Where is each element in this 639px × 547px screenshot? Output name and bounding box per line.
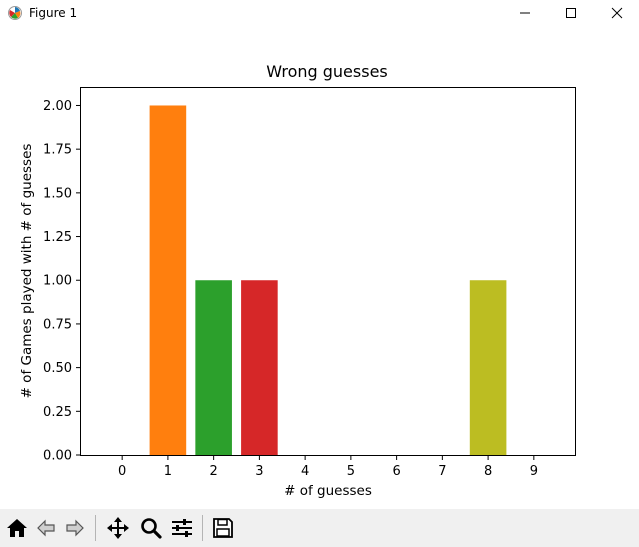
chart-title: Wrong guesses	[266, 62, 388, 81]
save-button[interactable]	[209, 514, 237, 542]
home-button[interactable]	[3, 514, 31, 542]
y-tick-label: 1.00	[43, 274, 72, 289]
y-tick-label: 2.00	[43, 99, 72, 114]
y-tick-label: 0.50	[43, 361, 72, 376]
sliders-icon	[172, 519, 192, 537]
x-tick-label: 5	[347, 464, 355, 479]
pan-button[interactable]	[104, 514, 132, 542]
y-tick-label: 0.00	[43, 449, 72, 464]
zoom-button[interactable]	[137, 514, 165, 542]
x-axis-label: # of guesses	[284, 483, 372, 499]
forward-button[interactable]	[61, 514, 89, 542]
close-icon	[611, 7, 623, 19]
x-tick-label: 8	[484, 464, 492, 479]
x-tick-label: 9	[530, 464, 538, 479]
x-tick-label: 4	[301, 464, 309, 479]
bar-8	[469, 280, 507, 455]
x-tick-label: 0	[118, 464, 126, 479]
title-bar: Figure 1	[0, 0, 639, 26]
x-axis-ticks: 0 1 2 3 4 5 6 7 8 9	[118, 455, 538, 479]
x-tick-label: 6	[392, 464, 400, 479]
x-tick-label: 7	[438, 464, 446, 479]
y-tick-label: 0.25	[43, 405, 72, 420]
magnifier-icon	[141, 518, 162, 539]
x-tick-label: 2	[210, 464, 218, 479]
arrow-left-icon	[37, 519, 55, 537]
arrow-right-icon	[66, 519, 84, 537]
y-tick-label: 1.25	[43, 230, 72, 245]
close-button[interactable]	[594, 0, 639, 26]
toolbar-separator	[202, 515, 203, 541]
matplotlib-app-icon	[8, 6, 22, 20]
floppy-disk-icon	[213, 518, 233, 538]
maximize-button[interactable]	[548, 0, 594, 26]
y-tick-label: 1.75	[43, 143, 72, 158]
bar-chart: Wrong guesses 0.00 0.25 0.50 0.75 1.00 1.25 1.…	[19, 62, 576, 499]
y-axis-ticks: 0.00 0.25 0.50 0.75 1.00 1.25 1.50 1.75 2.00	[43, 99, 81, 464]
minimize-button[interactable]	[502, 0, 548, 26]
bars-group	[149, 105, 507, 455]
maximize-icon	[566, 8, 576, 18]
back-button[interactable]	[32, 514, 60, 542]
bar-2	[195, 280, 232, 455]
bar-1	[149, 105, 187, 455]
axes-frame	[80, 87, 576, 456]
y-tick-label: 1.50	[43, 186, 72, 201]
home-icon	[7, 519, 27, 537]
configure-subplots-button[interactable]	[168, 514, 196, 542]
x-tick-label: 3	[255, 464, 263, 479]
move-icon	[107, 517, 129, 539]
window-title: Figure 1	[29, 6, 78, 20]
minimize-icon	[520, 12, 530, 14]
y-tick-label: 0.75	[43, 317, 72, 332]
bar-3	[241, 280, 278, 455]
figure-canvas[interactable]: Wrong guesses 0.00 0.25 0.50 0.75 1.00 1.25 1.…	[0, 26, 639, 509]
toolbar-separator	[95, 515, 96, 541]
navigation-toolbar	[0, 509, 639, 547]
x-tick-label: 1	[164, 464, 172, 479]
y-axis-label: # of Games played with # of guesses	[19, 144, 35, 399]
